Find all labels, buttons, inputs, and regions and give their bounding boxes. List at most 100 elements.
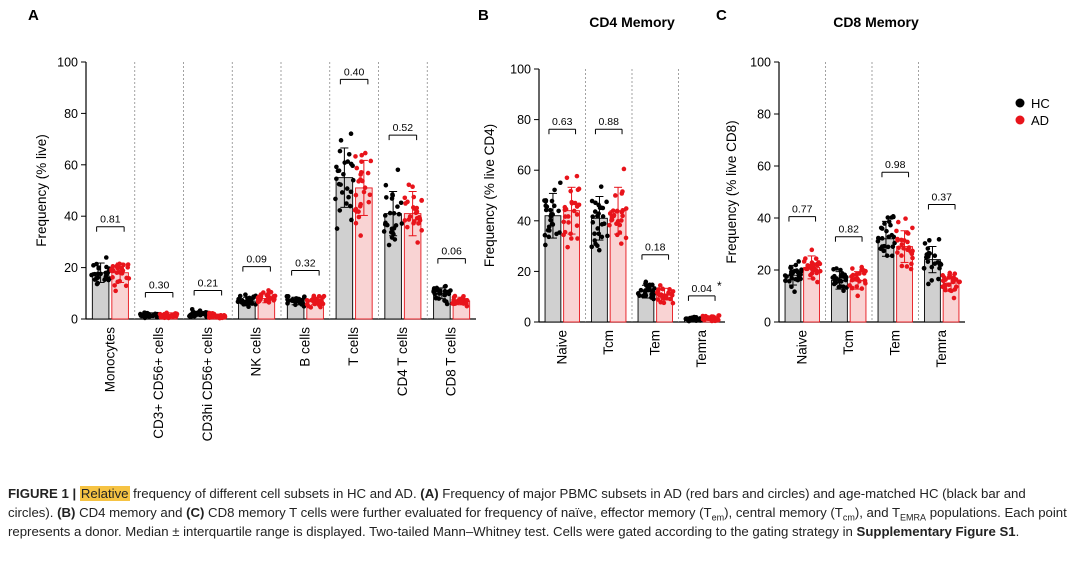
point-tcm-ad-5 [621,166,627,172]
point-naive-ad-13 [815,279,820,285]
y-tick-label-40: 40 [64,210,78,224]
point-t-cells-hc-24 [344,186,350,191]
point-tcm-hc-22 [832,273,837,279]
point-naive-hc-5 [543,242,548,248]
point-naive-hc-6 [552,187,557,193]
point-temra-hc-12 [921,266,927,271]
point-tem-ad-18 [910,255,915,261]
point-tem-ad-22 [895,219,901,225]
point-monocytes-ad-19 [117,261,122,267]
point-tem-hc-11 [888,222,893,228]
point-monocytes-hc-17 [96,266,101,271]
point-nk-cells-hc-24 [235,299,241,305]
point-cd4-t-cells-ad-17 [416,214,422,220]
category-label-tcm: Tcm [601,330,616,355]
y-tick-label-0: 0 [71,313,78,327]
point-tem-hc-25 [649,292,655,298]
category-label-cd8-t-cells: CD8 T cells [444,327,459,397]
point-naive-ad-10 [568,231,573,237]
point-tcm-hc-24 [593,241,598,247]
point-tcm-hc-2 [838,267,843,273]
point-tcm-ad-22 [623,235,629,241]
y-tick-label-100: 100 [510,63,531,77]
category-label-b-cells: B cells [297,327,312,367]
legend-hc-marker [1015,98,1025,108]
point-t-cells-hc-8 [339,190,345,195]
point-naive-hc-11 [543,199,549,204]
point-cd4-t-cells-ad-10 [416,221,421,226]
point-temra-ad-17 [709,318,715,324]
point-tem-hc-9 [878,246,883,251]
point-cd4-t-cells-ad-23 [406,217,412,222]
point-tcm-ad-20 [861,271,867,276]
y-tick-label-0: 0 [524,316,531,330]
pvalue-label-naive: 0.63 [552,116,573,128]
point-t-cells-hc-20 [350,163,355,169]
point-temra-ad-25 [700,313,706,319]
point-tem-ad-0 [899,242,905,247]
point-naive-hc-1 [551,203,557,209]
point-cd3hi-cd56-cells-ad-24 [219,314,225,320]
point-tcm-ad-1 [607,222,612,228]
point-cd4-t-cells-hc-11 [393,223,399,228]
point-tem-ad-2 [668,296,673,302]
point-tem-hc-22 [642,288,648,293]
point-tcm-hc-4 [589,244,595,250]
y-axis-label: Frequency (% live CD8) [724,120,739,263]
point-temra-hc-8 [937,265,942,271]
point-b-cells-hc-16 [285,294,291,299]
point-naive-ad-15 [566,220,571,225]
point-naive-hc-12 [546,234,552,240]
point-cd4-t-cells-ad-14 [411,219,417,224]
point-tcm-ad-25 [854,284,860,289]
point-temra-ad-17 [943,287,948,293]
point-cd4-t-cells-hc-22 [385,222,390,228]
point-tem-ad-9 [899,237,904,243]
point-tcm-hc-25 [843,274,849,280]
point-nk-cells-ad-20 [256,298,262,304]
point-nk-cells-hc-25 [251,295,256,300]
point-t-cells-ad-9 [367,192,373,198]
point-tem-ad-3 [667,287,672,292]
point-tcm-hc-9 [589,198,595,204]
point-tem-hc-21 [892,240,897,246]
point-tcm-ad-10 [850,266,855,271]
point-tcm-ad-5 [855,293,861,299]
point-cd3-cd56-cells-ad-25 [163,314,169,320]
point-t-cells-hc-23 [341,171,346,177]
figure-1: A Frequency (% live) 0 20 40 60 80 100 0.81 Monoc… [28,7,1050,441]
point-nk-cells-hc-22 [239,300,245,305]
point-t-cells-ad-10 [358,233,363,238]
point-temra-ad-18 [716,313,722,318]
point-tem-hc-25 [885,215,891,220]
point-cd8-t-cells-hc-21 [442,292,448,298]
point-tem-ad-25 [657,283,663,288]
point-naive-hc-25 [545,227,551,233]
point-temra-hc-4 [922,241,928,246]
point-tcm-ad-15 [862,278,868,284]
point-tem-ad-25 [904,264,910,269]
y-tick-label-20: 20 [757,264,771,278]
caption-text-6: ), and T [854,505,901,520]
pvalue-label-temra: 0.04 [692,283,713,295]
point-tem-ad-22 [670,300,676,306]
point-tcm-hc-11 [596,211,601,216]
point-naive-hc-0 [796,259,801,264]
point-naive-hc-18 [783,278,788,284]
point-t-cells-ad-16 [366,199,372,205]
category-label-tem: Tem [887,330,902,356]
point-tcm-ad-17 [850,272,856,278]
point-naive-ad-11 [571,208,577,214]
point-tcm-ad-20 [620,189,625,194]
point-naive-hc-3 [542,232,548,238]
point-tem-hc-22 [884,228,889,234]
point-tem-ad-13 [895,236,900,242]
y-tick-label-20: 20 [517,265,531,279]
point-temra-hc-24 [691,315,697,320]
point-tem-hc-14 [882,221,887,226]
legend-ad-label: AD [1031,113,1049,128]
point-monocytes-ad-24 [112,283,117,288]
category-label-cd3-cd56-cells: CD3+ CD56+ cells [151,327,166,439]
caption-text-8: . [1015,524,1020,539]
point-tcm-ad-25 [615,218,621,224]
